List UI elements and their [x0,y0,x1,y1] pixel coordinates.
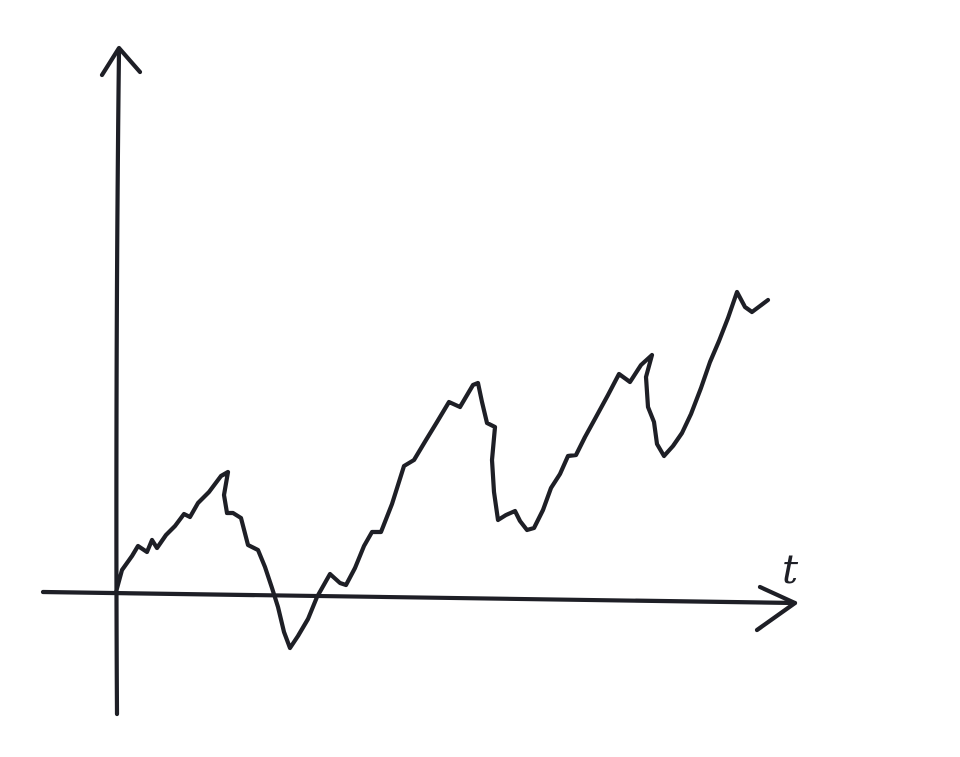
x-axis [40,584,798,633]
x-axis-arrowhead [754,584,798,633]
x-axis-label: t [782,547,799,593]
x-axis-line [40,589,798,606]
random-walk-curve [113,289,771,651]
y-axis-arrowhead [99,45,143,78]
y-axis-line [114,47,122,717]
y-axis [99,45,143,717]
